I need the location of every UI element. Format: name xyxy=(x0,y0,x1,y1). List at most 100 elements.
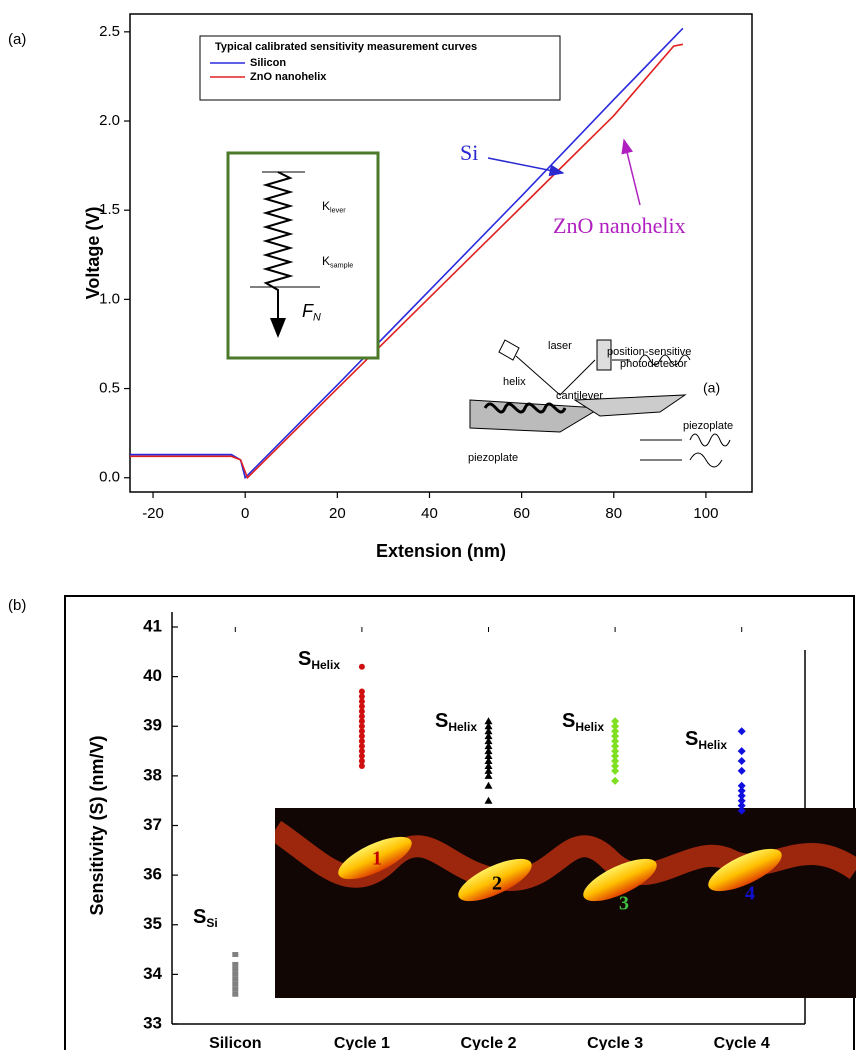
schematic-label: piezoplate xyxy=(683,420,733,432)
label-sub: sample xyxy=(330,261,353,270)
point xyxy=(611,756,620,765)
point xyxy=(484,737,493,745)
label-main: F xyxy=(302,301,314,321)
x-tick-label: Cycle 1 xyxy=(334,1035,390,1050)
annotation-arrow xyxy=(487,157,565,177)
point xyxy=(232,971,239,977)
photo-blob xyxy=(708,848,782,892)
point xyxy=(358,723,365,730)
label-sub: Helix xyxy=(698,738,727,752)
point xyxy=(358,663,365,670)
y-tick-label: 41 xyxy=(143,616,162,635)
point xyxy=(358,753,365,760)
x-tick-label: 40 xyxy=(421,505,438,522)
annotation: ZnO nanohelix xyxy=(553,213,686,238)
force-arrow xyxy=(270,318,286,338)
point xyxy=(484,766,493,774)
point xyxy=(484,796,493,804)
point xyxy=(358,698,365,705)
photo-blob xyxy=(583,858,657,902)
point xyxy=(232,986,239,992)
point xyxy=(358,703,365,710)
point xyxy=(358,743,365,750)
legend-label: Silicon xyxy=(250,57,286,69)
point xyxy=(611,766,620,775)
schematic-helix xyxy=(483,402,567,414)
y-axis-title: Sensitivity (S) (nm/V) xyxy=(87,735,107,915)
label-main: S xyxy=(298,648,311,670)
annotation-arrow xyxy=(621,138,641,206)
point xyxy=(611,747,620,756)
y-axis-title: Voltage (V) xyxy=(83,207,103,300)
point xyxy=(232,952,239,958)
point xyxy=(484,747,493,755)
y-tick-label: 40 xyxy=(143,666,162,685)
y-tick-label: 1.5 xyxy=(99,201,120,218)
point xyxy=(358,748,365,755)
inset-box xyxy=(226,151,380,360)
point xyxy=(611,727,620,736)
point-label: SHelix xyxy=(685,728,727,752)
y-tick-label: 0.0 xyxy=(99,469,120,486)
y-tick-label: 39 xyxy=(143,716,162,735)
schematic-label: position-sensitive xyxy=(607,346,691,358)
point xyxy=(484,742,493,750)
schematic-label: laser xyxy=(548,340,572,352)
y-tick-label: 0.5 xyxy=(99,380,120,397)
point xyxy=(484,727,493,735)
inset-label: Klever xyxy=(322,199,346,214)
x-tick-label: 0 xyxy=(241,505,249,522)
panel-label: (a) xyxy=(8,31,26,48)
label-sub: Helix xyxy=(448,720,477,734)
point xyxy=(484,722,493,730)
label-main: K xyxy=(322,254,330,268)
label-main: S xyxy=(685,728,698,750)
y-tick-label: 2.5 xyxy=(99,23,120,40)
point xyxy=(358,718,365,725)
inset-label: Ksample xyxy=(322,254,353,269)
x-axis-title: Extension (nm) xyxy=(376,541,506,561)
point xyxy=(737,766,746,775)
schematic-label: piezoplate xyxy=(468,452,518,464)
label-sub: Helix xyxy=(575,720,604,734)
point-label: SHelix xyxy=(298,648,340,672)
schematic-label: cantilever xyxy=(556,390,603,402)
schematic-detector xyxy=(596,339,612,371)
point xyxy=(484,756,493,764)
label-main: S xyxy=(562,710,575,732)
point-label: SHelix xyxy=(435,710,477,734)
label-main: S xyxy=(435,710,448,732)
label-sub: Si xyxy=(206,916,217,930)
x-tick-label: Silicon xyxy=(209,1035,261,1050)
point xyxy=(232,976,239,982)
legend-title: Typical calibrated sensitivity measureme… xyxy=(215,41,477,53)
point xyxy=(611,717,620,726)
legend-label: ZnO nanohelix xyxy=(250,71,327,83)
point xyxy=(611,776,620,785)
legend-box xyxy=(199,35,561,101)
y-tick-label: 38 xyxy=(143,765,162,784)
x-tick-label: -20 xyxy=(142,505,164,522)
point xyxy=(358,693,365,700)
data-line xyxy=(130,43,684,480)
point xyxy=(232,981,239,987)
point xyxy=(737,791,746,800)
point xyxy=(611,752,620,761)
panel-label: (b) xyxy=(8,597,26,614)
x-tick-label: 80 xyxy=(605,505,622,522)
label-sub: Helix xyxy=(311,658,340,672)
schematic-label: photodetector xyxy=(620,358,688,370)
y-tick-label: 33 xyxy=(143,1013,162,1032)
point xyxy=(232,966,239,972)
point xyxy=(611,761,620,770)
point xyxy=(737,781,746,790)
photo-bg xyxy=(275,808,856,998)
point xyxy=(484,717,493,725)
y-tick-label: 37 xyxy=(143,815,162,834)
point xyxy=(737,786,746,795)
x-tick-label: Cycle 3 xyxy=(587,1035,643,1050)
point xyxy=(611,737,620,746)
y-tick-label: 1.0 xyxy=(99,290,120,307)
point xyxy=(358,708,365,715)
y-tick-label: 36 xyxy=(143,865,162,884)
